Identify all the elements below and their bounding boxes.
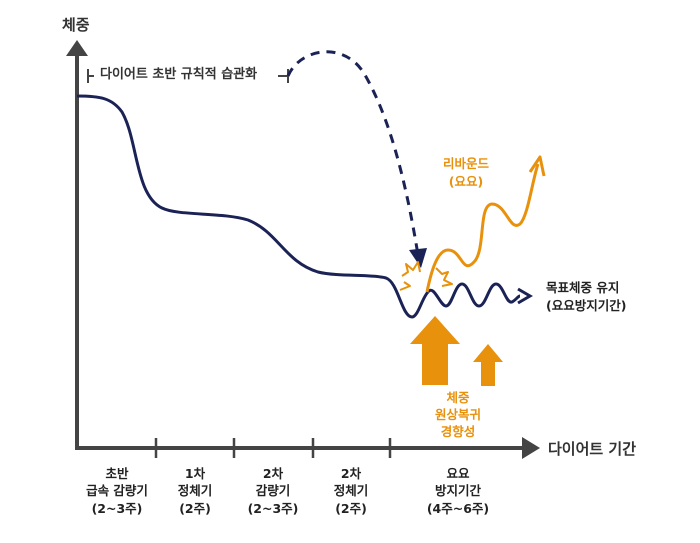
maintain-label-line2: (요요방지기간) <box>546 298 626 313</box>
phase-label: 요요 방지기간 (4주~6주) <box>427 466 489 516</box>
x-axis-title: 다이어트 기간 <box>548 440 636 458</box>
phase-line2: 급속 감량기 <box>86 483 148 498</box>
phase-label: 초반 급속 감량기 (2~3주) <box>86 466 148 516</box>
phase-line1: 요요 <box>446 466 470 481</box>
phase-line1: 1차 <box>185 466 206 481</box>
y-axis-title: 체중 <box>62 16 90 34</box>
phase-line3: (2주) <box>335 501 367 516</box>
maintain-label-line1: 목표체중 유지 <box>546 280 619 295</box>
burst-icon <box>399 261 453 291</box>
phase-line1: 2차 <box>341 466 362 481</box>
phase-line2: 감량기 <box>256 483 291 498</box>
phase-label: 2차 감량기 (2~3주) <box>248 466 299 516</box>
y-axis-arrowhead-icon <box>66 40 88 56</box>
x-axis-arrowhead-icon <box>522 437 540 459</box>
phase-label: 1차 정체기 (2주) <box>178 466 213 516</box>
phase-line2: 정체기 <box>334 483 369 498</box>
rebound-label-line1: 리바운드 <box>443 156 490 171</box>
habit-label-bg <box>94 63 278 83</box>
phase-line3: (2~3주) <box>248 501 299 516</box>
dashed-arrowhead-icon <box>409 248 427 268</box>
rebound-arrowhead-icon <box>528 155 546 177</box>
habit-label: 다이어트 초반 규칙적 습관화 <box>100 66 257 82</box>
phase-line3: (2~3주) <box>92 501 143 516</box>
recovery-label-line3: 경향성 <box>441 424 476 439</box>
maintain-arrowhead-icon <box>517 287 533 305</box>
phase-label: 2차 정체기 (2주) <box>334 466 369 516</box>
phase-line1: 2차 <box>263 466 284 481</box>
habit-dashed-arrow <box>286 50 420 256</box>
phase-line1: 초반 <box>105 466 129 481</box>
rebound-curve <box>425 163 540 293</box>
rebound-label-line2: (요요) <box>449 174 483 189</box>
phase-line2: 정체기 <box>178 483 213 498</box>
phase-line2: 방지기간 <box>435 483 482 498</box>
phase-line3: (2주) <box>179 501 211 516</box>
weight-curve <box>76 94 430 319</box>
phase-line3: (4주~6주) <box>427 501 489 516</box>
maintain-wave <box>426 282 521 308</box>
recovery-label-line2: 원상복귀 <box>435 407 481 422</box>
recovery-label-line1: 체중 <box>446 390 470 405</box>
arrow-up-icon <box>473 344 503 386</box>
arrow-up-icon <box>410 316 460 385</box>
